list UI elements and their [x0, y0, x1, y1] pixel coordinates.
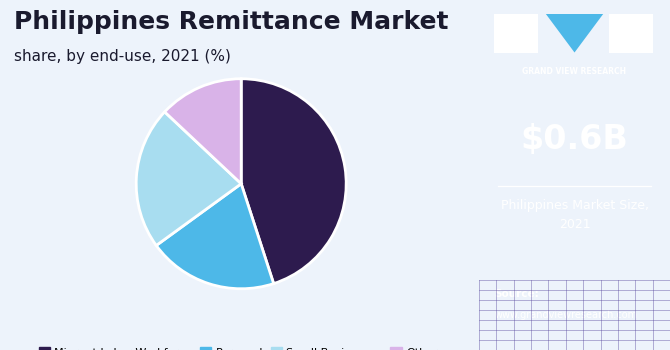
Wedge shape — [136, 112, 241, 245]
Wedge shape — [156, 184, 273, 289]
Text: $0.6B: $0.6B — [521, 124, 628, 156]
Text: www.grandviewresearch.com: www.grandviewresearch.com — [494, 310, 637, 320]
Text: GRAND VIEW RESEARCH: GRAND VIEW RESEARCH — [523, 66, 626, 76]
Text: share, by end-use, 2021 (%): share, by end-use, 2021 (%) — [14, 49, 231, 64]
Text: Source:: Source: — [494, 289, 539, 299]
Text: Philippines Market Size,
2021: Philippines Market Size, 2021 — [500, 199, 649, 231]
Polygon shape — [546, 14, 603, 52]
Wedge shape — [165, 79, 241, 184]
Legend: Migrant Labor Workforce, Personal, Small Businesses, Others: Migrant Labor Workforce, Personal, Small… — [34, 342, 448, 350]
Bar — [609, 14, 653, 52]
Text: Philippines Remittance Market: Philippines Remittance Market — [14, 10, 449, 35]
Wedge shape — [241, 79, 346, 284]
Bar — [494, 14, 538, 52]
